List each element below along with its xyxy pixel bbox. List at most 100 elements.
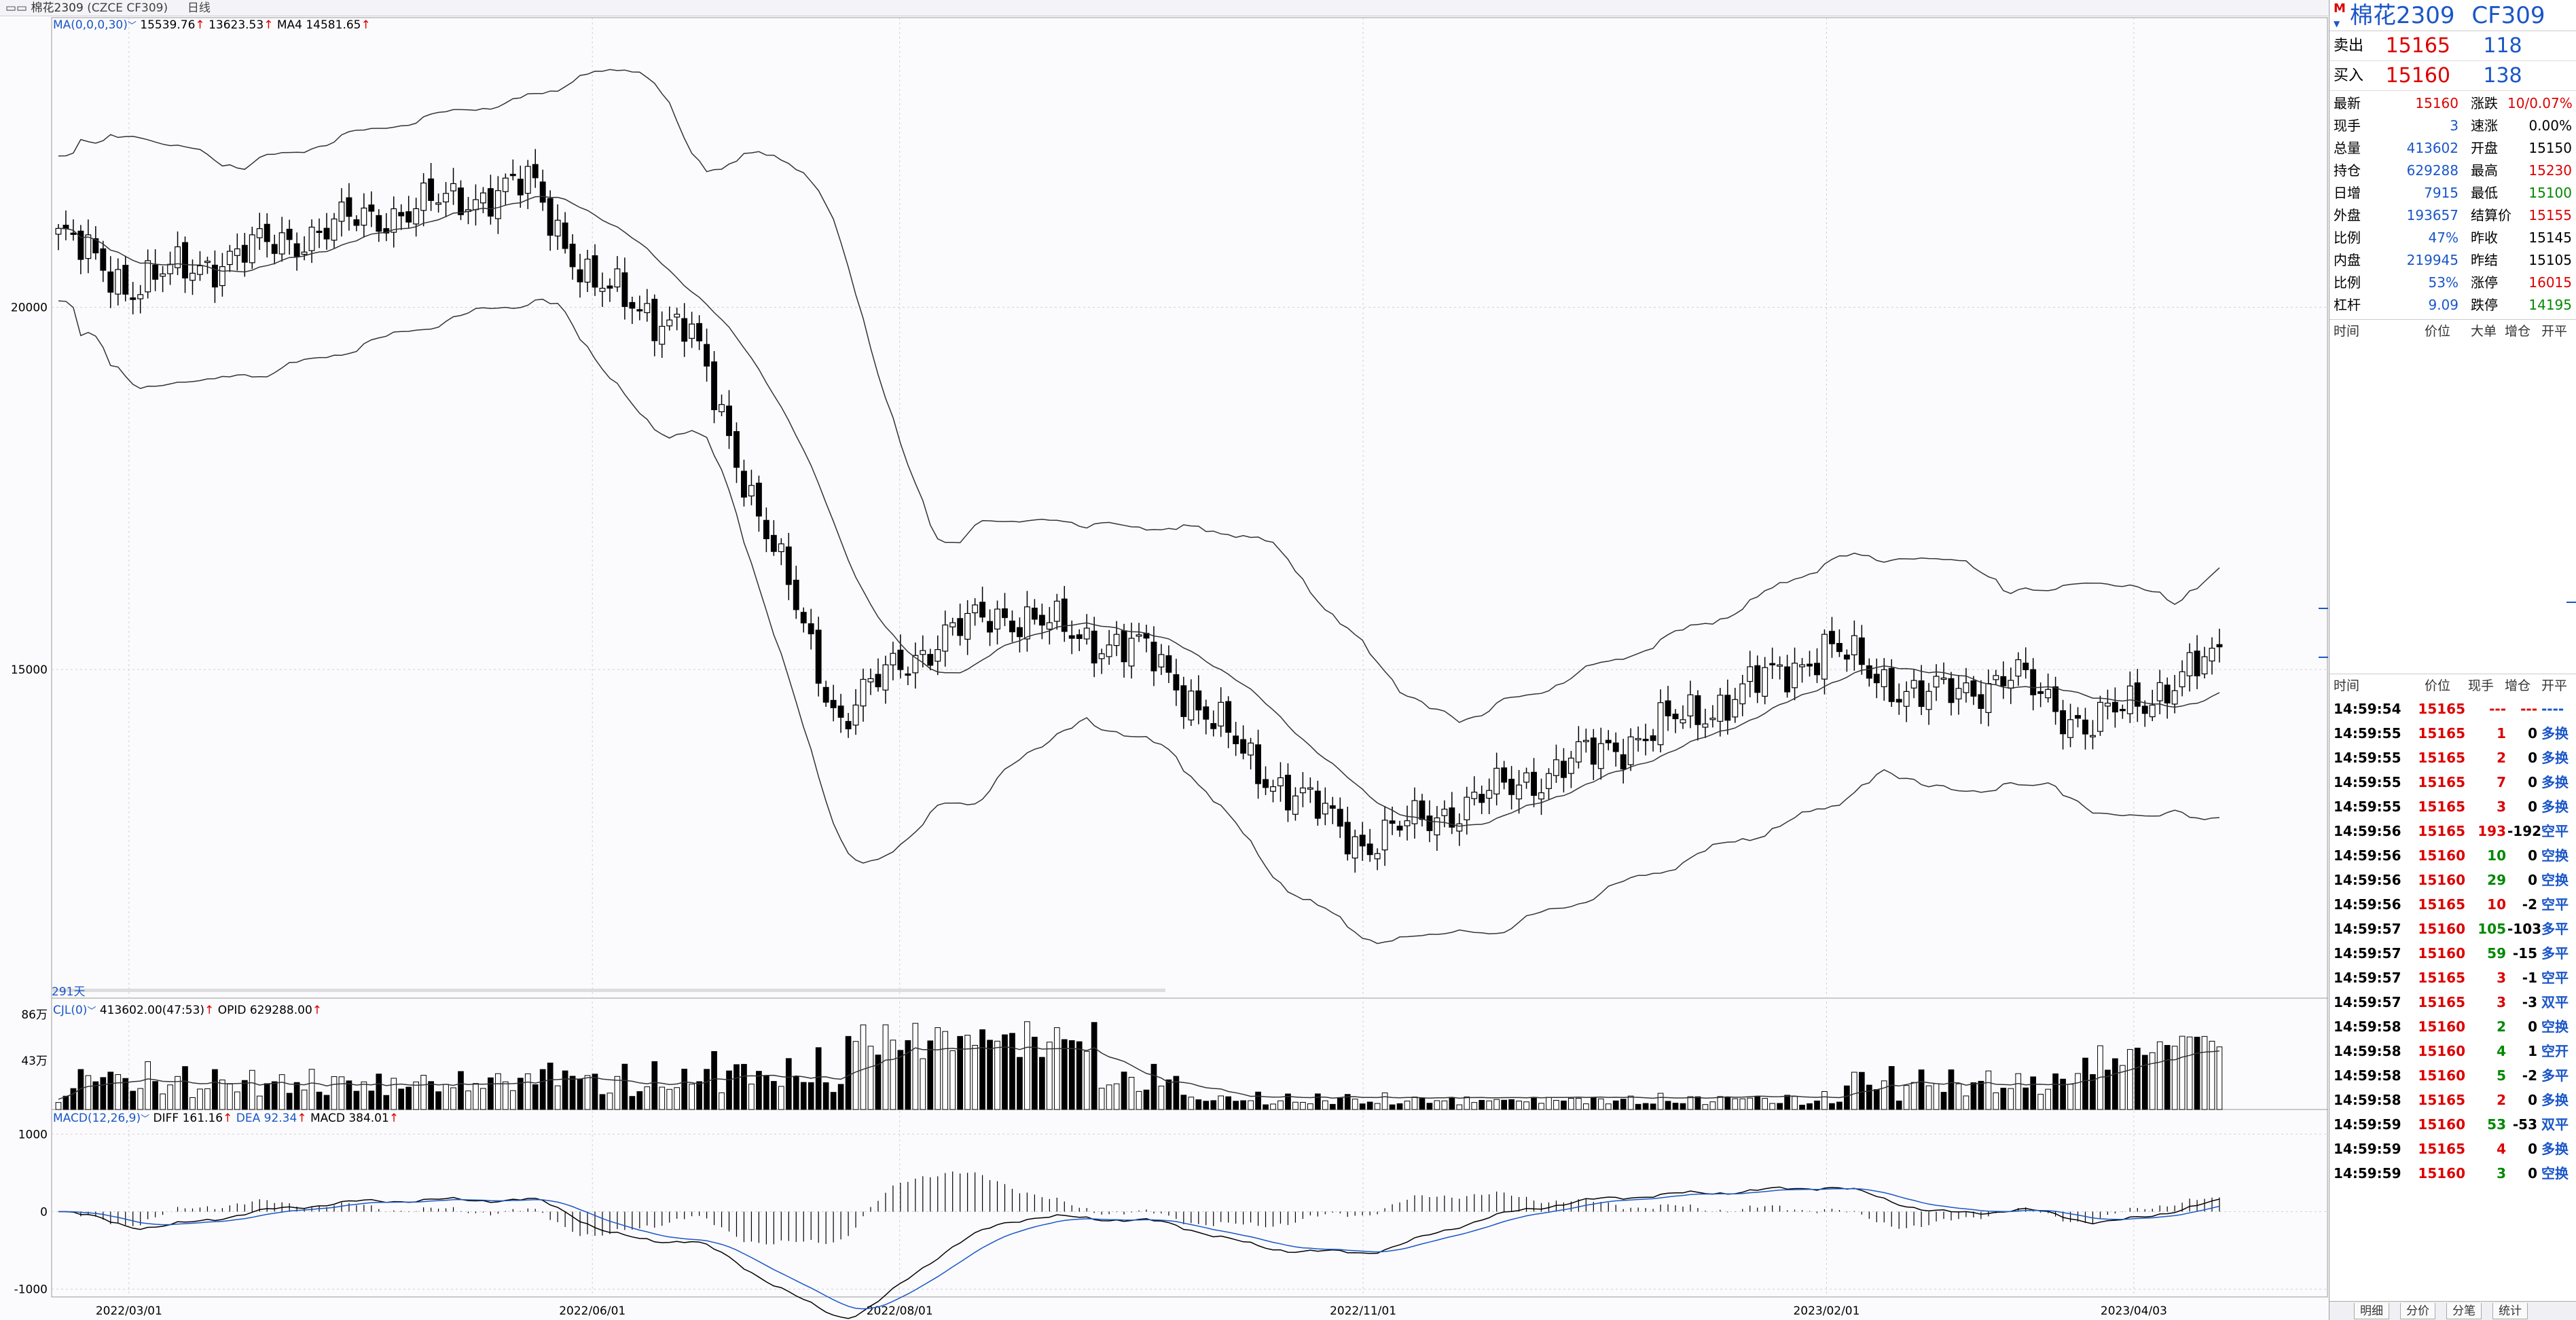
- stat-key: 最低: [2471, 185, 2498, 201]
- main-indicator-name[interactable]: MA(0,0,0,30): [53, 18, 128, 32]
- tick-row[interactable]: 14:59:57 15165 3 -1 空平: [2329, 966, 2576, 990]
- tick-row[interactable]: 14:59:58 15160 4 1 空开: [2329, 1039, 2576, 1063]
- macd-indicator-name[interactable]: MACD(12,26,9): [53, 1112, 141, 1125]
- candle-body: [256, 228, 263, 238]
- tab-trades[interactable]: 分笔: [2446, 1303, 2482, 1319]
- volume-bar: [256, 1095, 263, 1110]
- volume-bar: [1642, 1103, 1649, 1110]
- volume-bar: [1255, 1091, 1261, 1110]
- tab-statistics[interactable]: 统计: [2492, 1303, 2528, 1319]
- stat-key: 日增: [2334, 185, 2361, 201]
- candle-body: [935, 649, 941, 662]
- candle-body: [1106, 644, 1112, 657]
- volume-bar: [1702, 1104, 1709, 1110]
- ask-row[interactable]: 卖出 15165 118: [2329, 31, 2576, 61]
- candle-body: [1479, 794, 1485, 803]
- volume-bar: [368, 1090, 375, 1110]
- candle-body: [1344, 822, 1351, 855]
- volume-bar: [420, 1075, 427, 1110]
- candle-body: [562, 222, 568, 249]
- tick-row[interactable]: 14:59:59 15160 53 -53 双平: [2329, 1112, 2576, 1137]
- triangle-down-icon[interactable]: ▼: [2334, 19, 2340, 29]
- tick-oi: -1: [2522, 970, 2537, 986]
- volume-bar: [1426, 1103, 1433, 1110]
- candle-body: [435, 202, 442, 205]
- volume-bar: [674, 1087, 681, 1110]
- candle-body: [539, 181, 546, 203]
- tick-row[interactable]: 14:59:55 15165 3 0 多换: [2329, 794, 2576, 819]
- tick-row[interactable]: 14:59:55 15165 1 0 多换: [2329, 721, 2576, 746]
- candle-body: [644, 303, 651, 314]
- volume-bar: [271, 1081, 278, 1110]
- tick-row[interactable]: 14:59:56 15165 193 -192 空平: [2329, 819, 2576, 843]
- chevron-down-icon[interactable]: ﹀: [87, 1006, 96, 1016]
- tick-row[interactable]: 14:59:56 15160 10 0 空换: [2329, 843, 2576, 868]
- tick-row[interactable]: 14:59:59 15160 3 0 空换: [2329, 1161, 2576, 1186]
- tick-row[interactable]: 14:59:56 15165 10 -2 空平: [2329, 892, 2576, 917]
- tick-row[interactable]: 14:59:58 15160 5 -2 多平: [2329, 1063, 2576, 1088]
- volume-bar: [606, 1093, 613, 1110]
- candle-body: [2067, 719, 2073, 738]
- volume-bar: [1322, 1100, 1328, 1110]
- volume-bar: [219, 1079, 225, 1110]
- volume-bar: [912, 1023, 919, 1110]
- candle-body: [428, 178, 435, 201]
- volume-bar: [465, 1090, 471, 1110]
- big-order-list[interactable]: [2329, 342, 2576, 674]
- volume-bar: [1769, 1103, 1775, 1110]
- tick-oi: -103: [2507, 921, 2542, 937]
- candle-body: [741, 471, 747, 498]
- tick-row[interactable]: 14:59:54 15165 --- --- ----: [2329, 697, 2576, 721]
- col-time: 时间: [2334, 324, 2360, 339]
- tick-row[interactable]: 14:59:57 15160 59 -15 多平: [2329, 941, 2576, 966]
- candle-body: [1352, 836, 1358, 859]
- candle-body: [1091, 630, 1097, 664]
- volume-bar: [1292, 1101, 1299, 1110]
- volume-indicator-name[interactable]: CJL(0): [53, 1004, 88, 1017]
- tick-open-close: 空换: [2541, 1019, 2569, 1035]
- candle-body: [234, 248, 240, 256]
- tick-row[interactable]: 14:59:55 15165 7 0 多换: [2329, 770, 2576, 794]
- tick-row[interactable]: 14:59:56 15160 29 0 空换: [2329, 868, 2576, 892]
- period-label[interactable]: 日线: [187, 1, 211, 15]
- kline-chart[interactable]: 2022/03/01 2022/06/01 2022/08/01 2022/11/01…: [0, 16, 2328, 1320]
- volume-bar: [972, 1044, 978, 1110]
- scroll-bar: [52, 989, 1165, 992]
- volume-bar: [1605, 1103, 1612, 1110]
- chevron-down-icon[interactable]: ﹀: [127, 21, 137, 31]
- candle-body: [1888, 667, 1895, 702]
- chevron-down-icon[interactable]: ﹀: [141, 1114, 150, 1124]
- volume-bar: [1419, 1098, 1426, 1110]
- volume-bar: [480, 1088, 486, 1110]
- tick-row[interactable]: 14:59:59 15165 4 0 多换: [2329, 1137, 2576, 1161]
- tick-row[interactable]: 14:59:57 15165 3 -3 双平: [2329, 990, 2576, 1014]
- volume-bar: [882, 1024, 889, 1110]
- tick-open-close: 多换: [2541, 750, 2569, 766]
- tick-price: 15165: [2418, 1141, 2465, 1157]
- bid-row[interactable]: 买入 15160 138: [2329, 61, 2576, 91]
- tick-row[interactable]: 14:59:58 15165 2 0 多换: [2329, 1088, 2576, 1112]
- candle-body: [1843, 655, 1850, 660]
- tick-row[interactable]: 14:59:55 15165 2 0 多换: [2329, 746, 2576, 770]
- volume-bar: [905, 1040, 911, 1110]
- candle-body: [1739, 683, 1746, 705]
- volume-bar: [55, 1102, 62, 1110]
- chart-menu-icon[interactable]: ▭▭: [5, 1, 28, 15]
- volume-bar: [517, 1078, 524, 1110]
- kline-chart-area[interactable]: 2022/03/01 2022/06/01 2022/08/01 2022/11/01…: [0, 16, 2328, 1320]
- volume-bar: [1903, 1085, 1910, 1110]
- volume-bar: [837, 1084, 844, 1110]
- volume-bar: [1493, 1099, 1500, 1110]
- volume-bar: [1821, 1090, 1828, 1110]
- macd-tick-label: 1000: [18, 1128, 48, 1141]
- tick-open-close: 多换: [2541, 774, 2569, 790]
- tab-price-dist[interactable]: 分价: [2400, 1303, 2435, 1319]
- candle-body: [323, 227, 330, 240]
- candle-body: [443, 193, 450, 202]
- tick-row[interactable]: 14:59:58 15160 2 0 空换: [2329, 1014, 2576, 1039]
- tick-list[interactable]: 14:59:54 15165 --- --- ---- 14:59:55 15165 1 0 多换…: [2329, 697, 2576, 1186]
- tick-row[interactable]: 14:59:57 15160 105 -103 多平: [2329, 917, 2576, 941]
- tick-volume: 2: [2497, 1019, 2506, 1035]
- volume-bar: [1344, 1094, 1351, 1110]
- tab-detail[interactable]: 明细: [2354, 1303, 2389, 1319]
